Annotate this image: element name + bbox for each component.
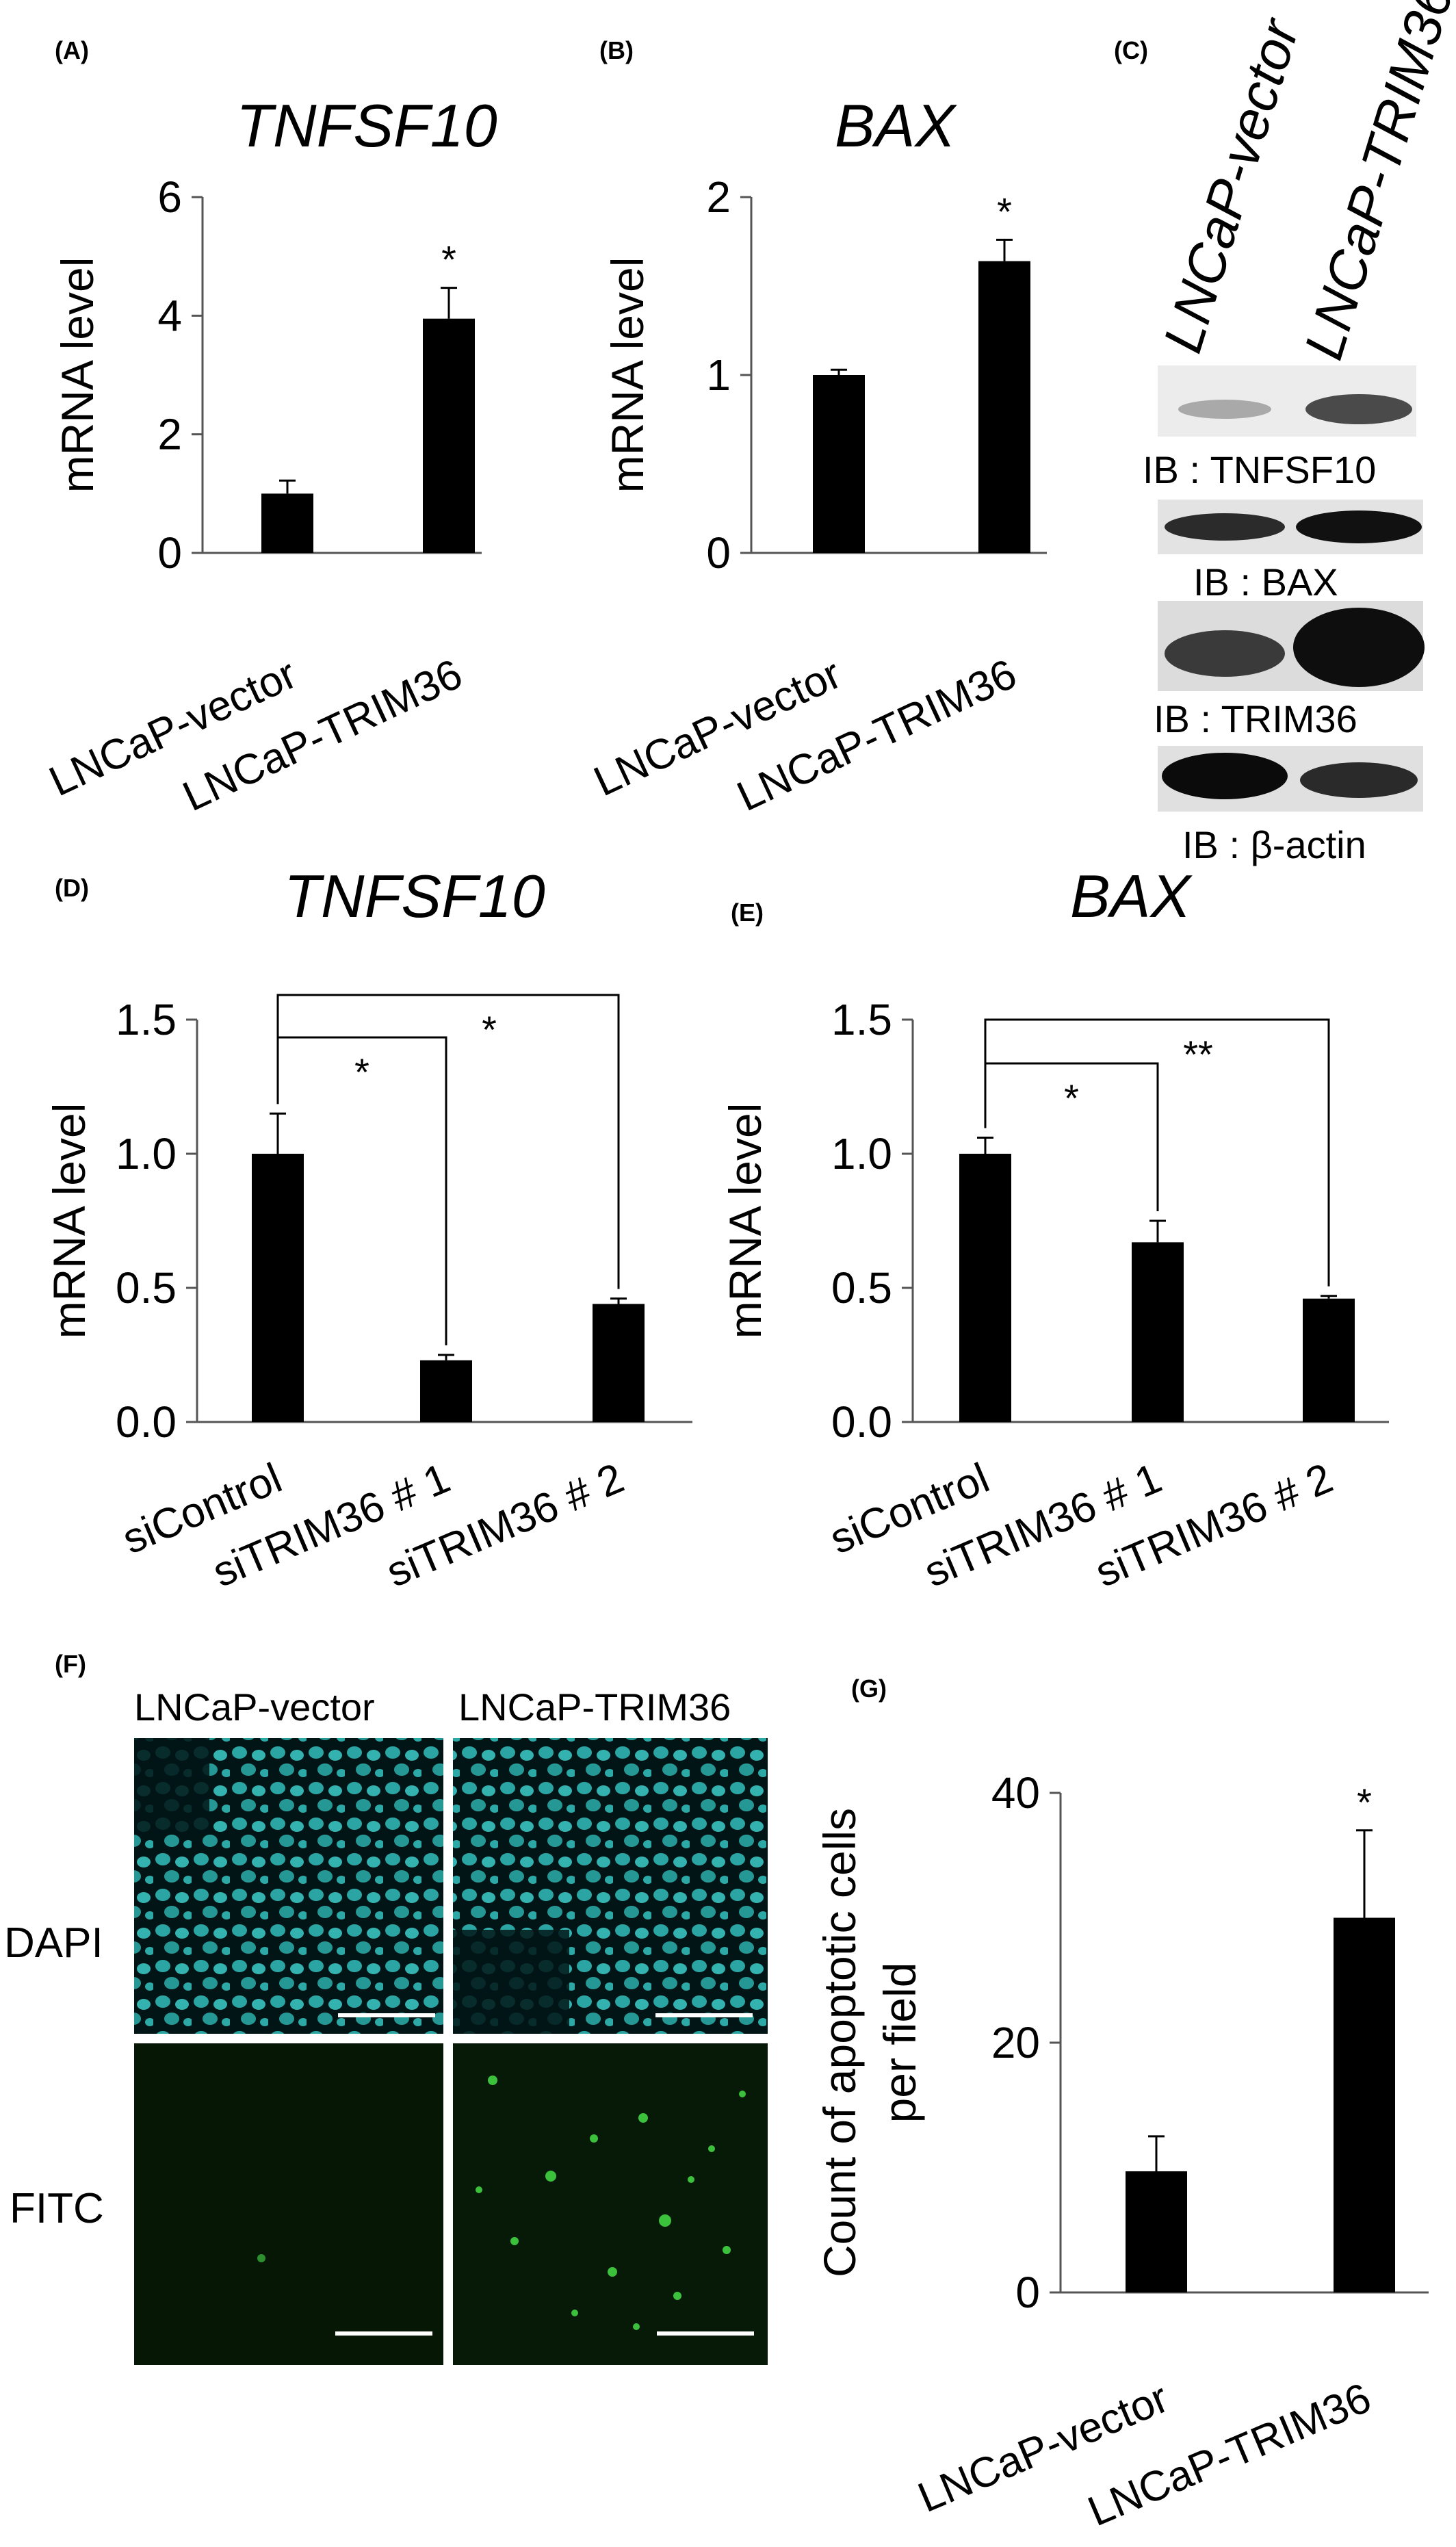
y-axis-label: mRNA level [52,257,103,493]
panel-label-e: (E) [731,898,764,927]
blot-row-label-bax: IB : BAX [1193,560,1338,604]
bar [1132,1242,1184,1422]
panel-label-b: (B) [599,36,634,64]
chart-title: TNFSF10 [236,92,497,159]
y-tick-label: 1.5 [831,995,892,1044]
y-axis-label: mRNA level [720,1103,770,1339]
blot-row-label-beta-actin: IB : β-actin [1182,823,1366,866]
significance-star: * [1357,1781,1372,1824]
y-axis-label: Count of apoptotic cells [814,1808,865,2277]
bar [813,375,865,553]
bracket-significance-label: * [482,1008,497,1051]
blot-band-actin-trim36 [1300,762,1418,798]
chart-title: BAX [835,92,957,159]
bar [978,261,1030,553]
y-tick-label: 0.5 [116,1263,177,1313]
micrograph-row-label-dapi: DAPI [4,1919,103,1967]
bar [1303,1298,1355,1422]
micrograph-row-label-fitc: FITC [10,2185,104,2232]
bar [1126,2171,1187,2292]
fitc-signal-cluster-trim36 [476,2076,746,2330]
blot-band-tnfsf10-vector [1178,400,1271,419]
micrograph-fitc-vector [134,2043,443,2365]
y-tick-label: 0.5 [831,1263,892,1313]
panel-label-d: (D) [55,874,89,902]
blot-band-trim36-vector [1165,630,1285,677]
y-tick-label: 0 [1015,2268,1040,2317]
chart-title: BAX [1070,862,1193,930]
y-tick-label: 2 [157,410,182,459]
bar [423,318,475,553]
panel-label-a: (A) [55,36,89,64]
y-tick-label: 2 [706,172,731,222]
y-axis-label: per field [874,1963,925,2123]
y-tick-label: 20 [991,2018,1040,2067]
bar [593,1304,645,1422]
y-tick-label: 1.0 [831,1129,892,1178]
bar [261,493,313,553]
micrograph-dapi-trim36-dark-area [453,1930,569,2034]
y-tick-label: 1.0 [116,1129,177,1178]
y-tick-label: 0 [706,528,731,578]
comparison-bracket [984,1018,1330,1287]
micrograph-panel: LNCaP-vector LNCaP-TRIM36 DAPI FITC [4,1685,768,2365]
micrograph-column-label-trim36: LNCaP-TRIM36 [458,1685,731,1729]
panel-label-g: (G) [851,1675,887,1703]
micrograph-column-label-vector: LNCaP-vector [134,1685,375,1729]
significance-star: * [997,190,1012,233]
bracket-significance-label: ** [1183,1033,1213,1076]
y-axis-label: mRNA level [44,1103,94,1339]
panel-label-c: (C) [1114,36,1148,64]
y-tick-label: 0.0 [116,1397,177,1447]
blot-band-tnfsf10-trim36 [1305,394,1412,424]
micrograph-dapi-vector-dark-area [134,1738,209,1834]
y-tick-label: 1.5 [116,995,177,1044]
y-tick-label: 0 [157,528,182,578]
category-label: LNCaP-TRIM36 [176,650,469,820]
western-blot-panel: LNCaP-vector LNCaP-TRIM36 IB : TNFSF10 I… [1143,0,1456,866]
blot-lane-label-trim36: LNCaP-TRIM36 [1292,0,1456,366]
blot-band-trim36-trim36 [1293,608,1425,687]
micrograph-fitc-trim36 [453,2043,768,2365]
y-tick-label: 1 [706,350,731,400]
blot-band-actin-vector [1162,753,1288,799]
bar [420,1360,472,1422]
bracket-significance-label: * [354,1050,369,1094]
blot-band-bax-vector [1165,513,1285,541]
bar [1334,1917,1395,2292]
y-tick-label: 40 [991,1768,1040,1818]
blot-row-label-trim36: IB : TRIM36 [1154,697,1357,740]
chart-title: TNFSF10 [284,862,545,930]
fitc-signal-vector [257,2254,265,2262]
panel-label-f: (F) [55,1650,86,1678]
blot-band-bax-trim36 [1296,510,1422,543]
y-tick-label: 0.0 [831,1397,892,1447]
blot-row-label-tnfsf10: IB : TNFSF10 [1143,448,1376,491]
blot-lane-label-vector: LNCaP-vector [1152,10,1311,359]
bracket-significance-label: * [1064,1076,1079,1120]
y-tick-label: 6 [157,172,182,222]
bar [959,1154,1011,1422]
bar [252,1154,304,1422]
significance-star: * [441,238,456,281]
comparison-bracket [276,994,620,1289]
y-tick-label: 4 [157,291,182,340]
y-axis-label: mRNA level [602,257,653,493]
